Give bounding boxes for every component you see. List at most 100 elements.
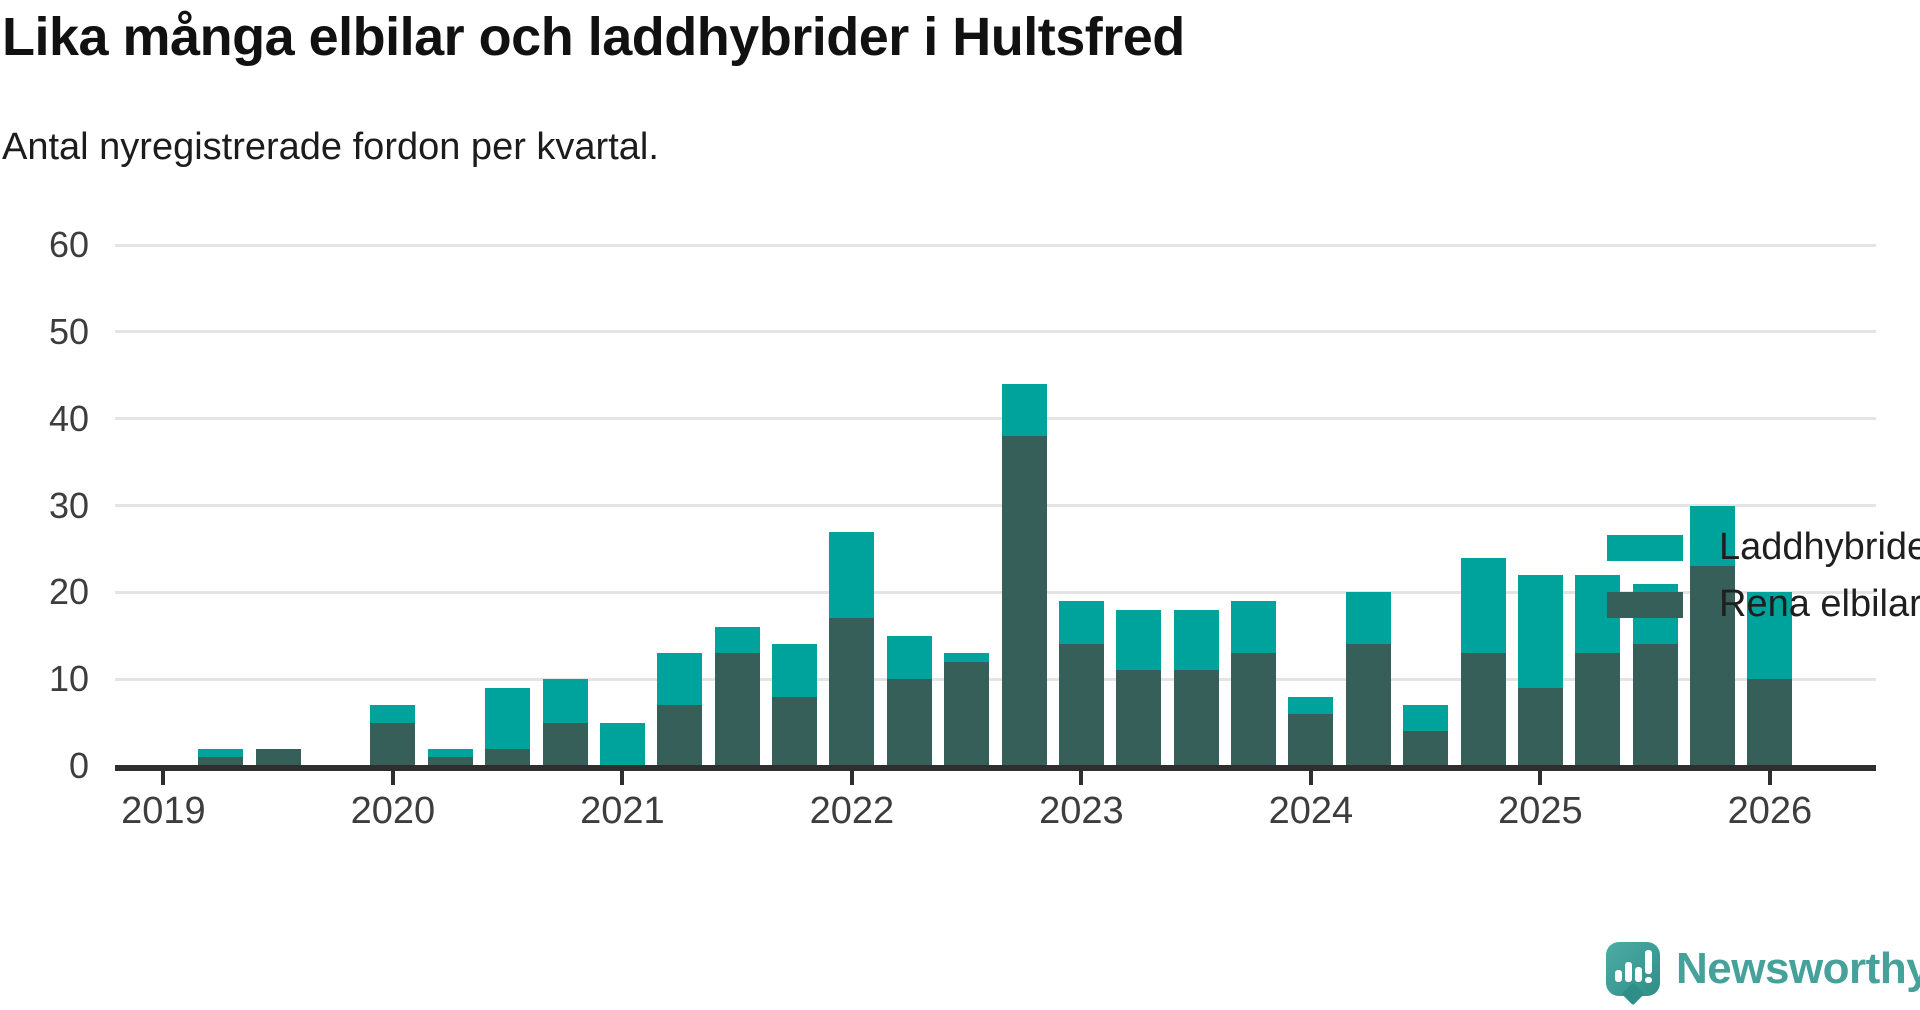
bar-segment-laddhybrider <box>485 687 531 749</box>
bar-2023-Q4 <box>1231 601 1277 766</box>
bar-segment-laddhybrider <box>772 644 818 697</box>
bar-2022-Q3 <box>944 653 990 766</box>
bar-segment-rena-elbilar <box>1575 653 1621 766</box>
legend-label-laddhybrider: Laddhybrider <box>1719 526 1920 568</box>
bar-segment-rena-elbilar <box>255 748 301 766</box>
bar-segment-rena-elbilar <box>944 661 990 766</box>
gridline-10 <box>115 677 1876 681</box>
bar-segment-rena-elbilar <box>1001 436 1047 766</box>
bar-segment-rena-elbilar <box>1403 731 1449 766</box>
bar-segment-laddhybrider <box>944 653 990 662</box>
y-axis-label-30: 30 <box>48 484 89 526</box>
bar-2021-Q4 <box>772 644 818 766</box>
x-axis-tick-2019 <box>161 770 166 785</box>
bar-segment-laddhybrider <box>1747 592 1793 680</box>
legend-item-laddhybrider: Laddhybrider <box>1607 519 1920 576</box>
bar-segment-laddhybrider <box>599 722 645 766</box>
bar-segment-rena-elbilar <box>1690 566 1736 766</box>
gridline-20 <box>115 590 1876 594</box>
bar-2025-Q1 <box>1517 574 1563 766</box>
x-axis-line <box>115 765 1876 771</box>
bar-segment-rena-elbilar <box>485 748 531 766</box>
x-axis-label-2021: 2021 <box>580 790 665 832</box>
bar-segment-laddhybrider <box>1288 696 1334 714</box>
bar-segment-laddhybrider <box>1460 557 1506 654</box>
page-subtitle: Antal nyregistrerade fordon per kvartal. <box>2 126 659 168</box>
y-axis-label-40: 40 <box>48 397 89 439</box>
bar-segment-laddhybrider <box>1231 601 1277 654</box>
bar-segment-rena-elbilar <box>198 757 244 766</box>
bar-segment-rena-elbilar <box>427 757 473 766</box>
bar-segment-rena-elbilar <box>370 722 416 766</box>
newsworthy-logo-mark <box>1606 942 1660 1006</box>
bar-segment-laddhybrider <box>198 748 244 758</box>
legend: Laddhybrider Rena elbilar <box>1607 519 1920 633</box>
gridline-30 <box>115 504 1876 507</box>
speech-bubble-tail-icon <box>1621 982 1645 1006</box>
bar-segment-laddhybrider <box>1001 383 1047 437</box>
plot-area: Laddhybrider Rena elbilar 2019 2020 2021 20… <box>115 243 1920 832</box>
bar-segment-laddhybrider <box>714 627 760 654</box>
x-axis-label-2024: 2024 <box>1268 790 1354 832</box>
bar-segment-laddhybrider <box>1690 505 1736 567</box>
bar-2025-Q4 <box>1690 505 1736 766</box>
x-axis-label-2025: 2025 <box>1498 790 1583 832</box>
bar-segment-laddhybrider <box>886 635 932 680</box>
bar-segment-laddhybrider <box>1403 705 1449 732</box>
bar-2022-Q1 <box>829 531 875 766</box>
bar-segment-laddhybrider <box>1517 574 1563 688</box>
bar-2024-Q1 <box>1288 696 1334 766</box>
newsworthy-logo[interactable]: Newsworthy <box>1606 942 1920 1006</box>
y-axis-label-20: 20 <box>48 571 89 613</box>
y-axis-label-60: 60 <box>48 224 89 265</box>
legend-item-rena-elbilar: Rena elbilar <box>1607 576 1920 633</box>
x-axis-tick-2026 <box>1767 770 1772 785</box>
bar-segment-laddhybrider <box>427 748 473 758</box>
bar-2021-Q1 <box>599 722 645 766</box>
bar-2022-Q2 <box>886 635 932 766</box>
bar-segment-rena-elbilar <box>1747 679 1793 766</box>
x-axis-tick-2021 <box>620 770 625 785</box>
bar-2021-Q3 <box>714 627 760 766</box>
bar-segment-rena-elbilar <box>1116 670 1162 766</box>
bar-2019-Q3 <box>255 748 301 766</box>
bar-2020-Q4 <box>542 679 588 766</box>
x-axis-label-2019: 2019 <box>121 790 206 832</box>
x-axis-tick-2023 <box>1079 770 1084 785</box>
bar-segment-rena-elbilar <box>714 653 760 766</box>
bar-2022-Q4 <box>1001 383 1047 766</box>
y-axis-label-0: 0 <box>68 745 89 786</box>
gridline-40 <box>115 417 1876 421</box>
bar-2020-Q3 <box>485 687 531 766</box>
bar-segment-laddhybrider <box>370 705 416 723</box>
bar-2026-Q1 <box>1747 592 1793 766</box>
bar-segment-rena-elbilar <box>1173 670 1219 766</box>
bar-segment-rena-elbilar <box>1288 713 1334 766</box>
bar-segment-rena-elbilar <box>657 705 703 766</box>
bar-2024-Q3 <box>1403 705 1449 766</box>
x-axis-label-2026: 2026 <box>1727 790 1813 832</box>
x-axis-tick-2020 <box>390 770 395 785</box>
bar-segment-rena-elbilar <box>772 696 818 766</box>
bar-2020-Q1 <box>370 705 416 766</box>
bar-2020-Q2 <box>427 748 473 766</box>
legend-label-rena-elbilar: Rena elbilar <box>1719 583 1920 625</box>
x-axis-label-2022: 2022 <box>809 790 895 832</box>
bar-segment-laddhybrider <box>1345 592 1391 645</box>
bar-segment-laddhybrider <box>1058 601 1104 645</box>
x-axis-label-2023: 2023 <box>1039 790 1124 832</box>
bar-segment-rena-elbilar <box>1345 644 1391 766</box>
bar-segment-rena-elbilar <box>1231 653 1277 766</box>
bar-segment-rena-elbilar <box>886 679 932 766</box>
x-axis-tick-2024 <box>1308 770 1313 785</box>
legend-swatch-laddhybrider <box>1607 534 1683 561</box>
bar-2023-Q2 <box>1116 609 1162 766</box>
y-axis-label-10: 10 <box>48 658 89 700</box>
x-axis-label-2020: 2020 <box>350 790 436 832</box>
page-title: Lika många elbilar och laddhybrider i Hu… <box>2 7 1185 67</box>
bar-2024-Q2 <box>1345 592 1391 766</box>
bar-segment-laddhybrider <box>1173 609 1219 671</box>
bar-segment-laddhybrider <box>542 679 588 723</box>
bar-chart-icon <box>1615 970 1622 982</box>
bar-2021-Q2 <box>657 653 703 766</box>
